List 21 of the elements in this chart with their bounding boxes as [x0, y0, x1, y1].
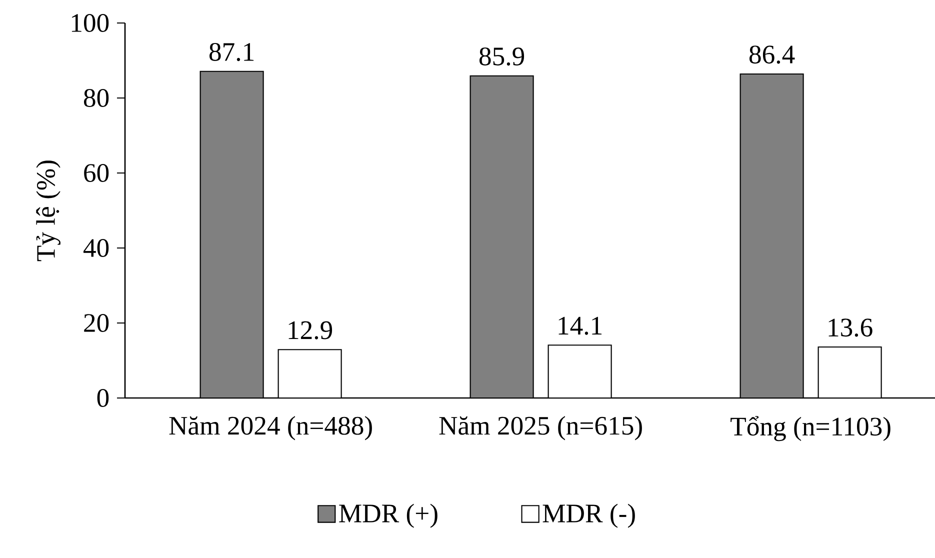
- y-tick-label: 0: [97, 389, 109, 407]
- data-label: 85.9: [479, 47, 524, 66]
- x-tick-label: Năm 2024 (n=488): [169, 416, 372, 440]
- bar: [740, 73, 804, 398]
- bar: [200, 70, 264, 398]
- y-axis-title: Tỷ lệ (%): [36, 160, 60, 262]
- y-tick-label: 100: [72, 14, 109, 32]
- x-tick-label: Năm 2025 (n=615): [439, 416, 642, 440]
- data-label: 87.1: [209, 42, 254, 62]
- data-label: 86.4: [749, 46, 795, 64]
- y-tick-label: 20: [84, 314, 109, 332]
- data-label: 12.9: [288, 321, 332, 340]
- y-tick-label: 60: [84, 164, 109, 182]
- data-label: 13.6: [828, 318, 872, 337]
- y-tick-label: 80: [84, 89, 109, 107]
- bar: [470, 75, 534, 398]
- legend-label: MDR (-): [542, 504, 635, 528]
- legend-label: MDR (+): [339, 504, 438, 528]
- y-tick-label: 40: [83, 239, 109, 257]
- x-tick-label: Tổng (n=1103): [730, 416, 890, 442]
- data-label: 14.1: [558, 316, 602, 335]
